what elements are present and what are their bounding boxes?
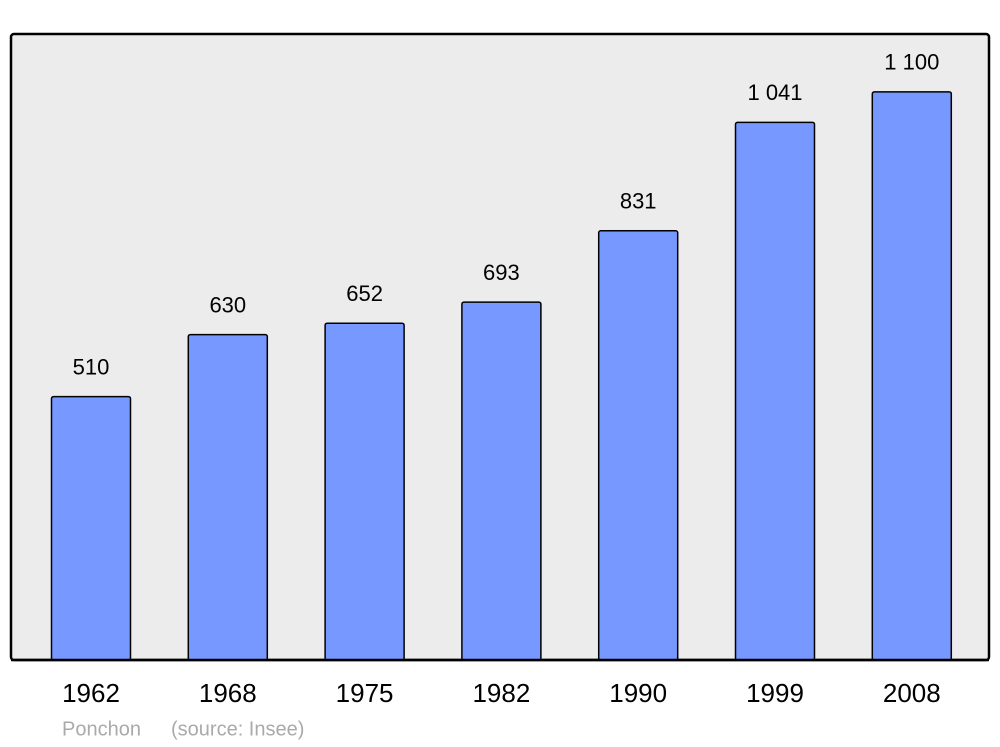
x-tick-label: 2008 <box>883 678 941 708</box>
bar <box>871 91 953 661</box>
x-tick-label: 1990 <box>609 678 667 708</box>
value-label: 510 <box>73 354 110 379</box>
bar <box>734 121 816 661</box>
value-label: 652 <box>346 281 383 306</box>
value-label: 1 041 <box>747 80 802 105</box>
value-label: 693 <box>483 260 520 285</box>
bar <box>50 395 132 661</box>
credit: (source: Insee) <box>171 718 304 740</box>
bar <box>187 333 269 661</box>
value-label: 831 <box>620 189 657 214</box>
bar <box>597 230 679 661</box>
x-tick-label: 1982 <box>472 678 530 708</box>
x-tick-label: 1975 <box>336 678 394 708</box>
value-label: 630 <box>209 292 246 317</box>
credit: Ponchon <box>62 718 141 740</box>
bar <box>461 301 542 661</box>
bar <box>324 322 405 661</box>
x-tick-label: 1999 <box>746 678 804 708</box>
x-tick-label: 1968 <box>199 678 257 708</box>
x-tick-label: 1962 <box>62 678 120 708</box>
value-label: 1 100 <box>884 50 939 75</box>
